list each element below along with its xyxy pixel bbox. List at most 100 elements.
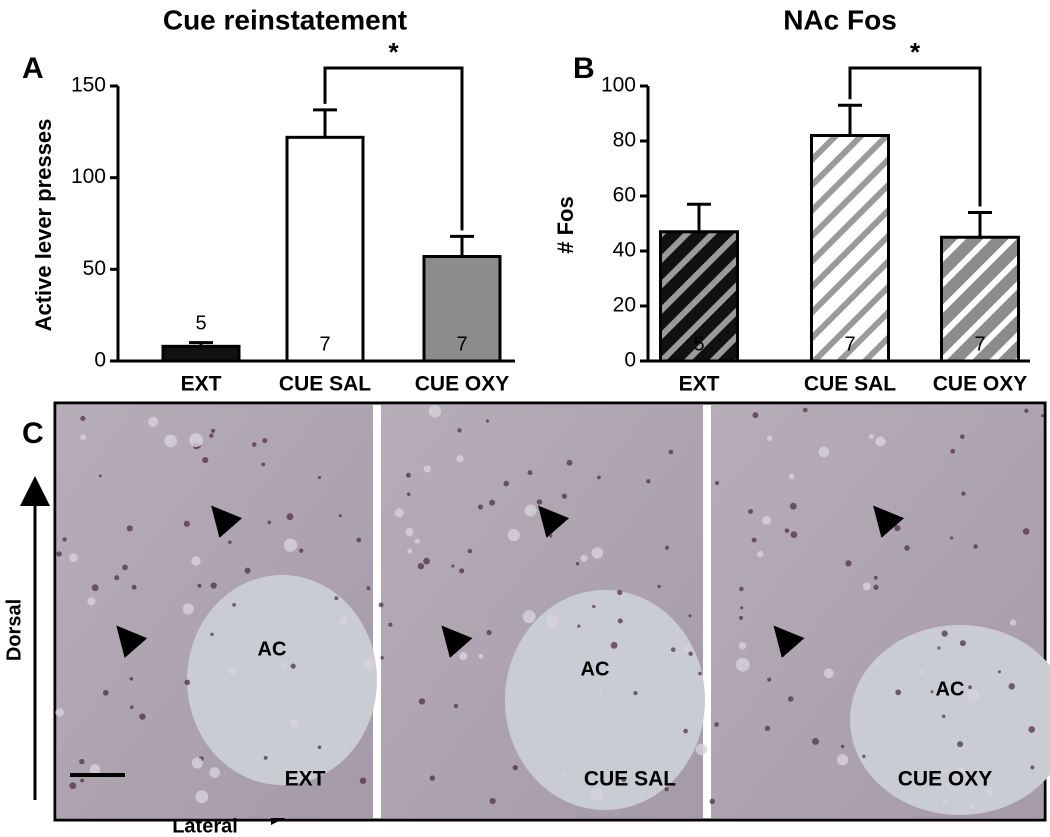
cell — [130, 705, 134, 709]
significance-label: * — [388, 37, 399, 67]
cell — [429, 775, 436, 781]
vessel — [407, 548, 413, 554]
cell — [210, 582, 217, 589]
vessel — [562, 773, 567, 778]
cell — [197, 583, 202, 588]
cell — [873, 584, 879, 590]
vessel — [868, 433, 874, 440]
vessel — [459, 651, 468, 661]
y-tick-label: 150 — [71, 74, 106, 97]
bar — [940, 235, 1020, 363]
cell — [752, 412, 759, 419]
vessel — [280, 662, 287, 670]
cell — [406, 492, 411, 496]
cell — [787, 696, 794, 702]
cell — [592, 604, 596, 609]
cell — [56, 551, 62, 557]
cell — [784, 528, 790, 533]
x-tick-label: CUE SAL — [804, 373, 896, 396]
cell — [503, 480, 510, 487]
vessel — [738, 642, 747, 650]
cell — [126, 525, 133, 532]
cell — [664, 786, 669, 792]
vessel — [283, 538, 298, 552]
cell-arrow — [211, 505, 243, 538]
y-tick-label: 0 — [624, 349, 636, 372]
cell — [512, 765, 518, 771]
cell — [80, 415, 86, 421]
cell — [489, 797, 496, 805]
cell — [1024, 408, 1029, 413]
cell — [845, 560, 852, 567]
cell — [764, 725, 771, 732]
vessel — [823, 668, 834, 679]
cell — [894, 525, 901, 532]
cell — [299, 548, 304, 553]
vessel — [985, 787, 995, 796]
vessel — [87, 597, 96, 606]
cell — [122, 564, 128, 571]
cell — [957, 741, 964, 748]
cell — [366, 586, 371, 591]
vessel — [837, 754, 849, 766]
vessel — [875, 436, 886, 447]
cell — [290, 663, 296, 669]
cell — [790, 531, 798, 538]
bar — [810, 134, 890, 363]
cell — [418, 698, 426, 705]
cell — [405, 472, 411, 478]
y-tick-label: 100 — [71, 165, 106, 188]
cell — [811, 738, 819, 745]
vessel — [405, 527, 414, 537]
n-label: 7 — [974, 333, 985, 355]
y-tick-label: 50 — [83, 257, 106, 280]
cell — [338, 514, 342, 518]
cell — [670, 647, 676, 652]
cell — [873, 575, 878, 580]
x-tick-label: EXT — [679, 373, 720, 396]
vessel — [591, 547, 604, 559]
cell — [566, 459, 573, 466]
cell — [380, 656, 384, 660]
cell — [959, 640, 966, 647]
cell — [232, 603, 236, 607]
y-tick-label: 20 — [613, 294, 636, 317]
cell — [1028, 726, 1036, 733]
cell — [714, 480, 720, 486]
vessel — [683, 645, 690, 651]
vessel — [1009, 619, 1017, 626]
cell — [577, 624, 581, 628]
vessel — [524, 504, 537, 517]
vessel — [545, 614, 560, 628]
panel-label: B — [573, 52, 595, 85]
bar — [161, 344, 241, 363]
cell — [183, 520, 190, 527]
cell — [1040, 414, 1045, 418]
cell — [950, 448, 956, 454]
micrograph: AC EXT — [55, 405, 377, 818]
vessel — [191, 556, 201, 566]
vessel — [164, 434, 177, 448]
vessel — [228, 666, 237, 675]
vessel — [209, 767, 221, 778]
vessel — [943, 799, 948, 804]
cell — [840, 744, 845, 749]
vessel — [969, 803, 975, 810]
image-label: CUE OXY — [898, 768, 993, 791]
vessel — [598, 690, 603, 695]
cell — [457, 428, 462, 433]
cell-arrow — [873, 505, 905, 538]
image-label: EXT — [285, 768, 326, 791]
cell — [102, 689, 109, 696]
cell-arrow — [441, 625, 473, 658]
vessel — [695, 743, 708, 756]
vessel — [182, 603, 194, 615]
cell — [184, 679, 191, 686]
y-axis-label: # Fos — [553, 196, 578, 253]
vessel — [414, 538, 420, 544]
vessel — [788, 473, 795, 480]
cell — [202, 456, 209, 464]
region-label: AC — [258, 638, 287, 660]
significance-label: * — [910, 37, 921, 67]
